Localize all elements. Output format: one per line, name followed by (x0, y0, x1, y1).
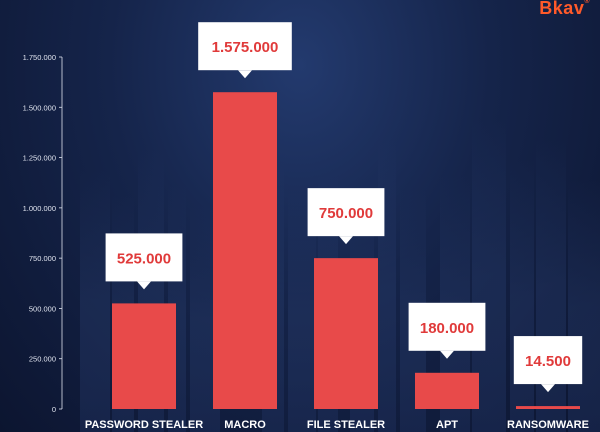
data-labels-layer: 525.000 1.575.000 750.000 180.000 14.500 (105, 22, 583, 393)
y-tick-label: 250.000 (29, 355, 56, 364)
data-label: 750.000 (319, 205, 373, 222)
data-label: 1.575.000 (212, 39, 279, 56)
x-category-label: APT (436, 419, 458, 431)
x-category-label: PASSWORD STEALER (85, 419, 203, 431)
y-tick-label: 1.250.000 (23, 154, 56, 163)
y-tick-label: 1.500.000 (23, 103, 56, 112)
callout-pointer (137, 281, 151, 290)
x-axis-categories: PASSWORD STEALER MACRO FILE STEALER APT RANS… (85, 419, 589, 431)
bar-password-stealer (112, 303, 176, 409)
bar-macro (213, 92, 277, 409)
data-label-callout: 750.000 (307, 188, 385, 245)
y-tick-label: 750.000 (29, 254, 56, 263)
callout-box (198, 22, 292, 71)
callout-pointer (339, 236, 353, 245)
skyline-building (80, 170, 110, 432)
bar-apt (415, 372, 479, 409)
data-label-callout: 525.000 (105, 233, 183, 290)
data-label-callout: 1.575.000 (198, 22, 292, 79)
data-label: 525.000 (117, 250, 171, 267)
x-category-label: MACRO (224, 419, 266, 431)
callout-box (408, 302, 486, 351)
skyline-building (510, 160, 534, 432)
skyline-building (568, 180, 600, 432)
data-label: 14.500 (525, 353, 571, 370)
bar-file-stealer (314, 258, 378, 409)
callout-box (105, 233, 183, 282)
brand-logo: Bkav® (539, 0, 590, 18)
x-category-label: FILE STEALER (307, 419, 385, 431)
y-axis: 0 250.000 500.000 750.000 1.000.000 1.250.000… (23, 53, 63, 414)
callout-pointer (541, 384, 555, 393)
data-label-callout: 14.500 (513, 336, 583, 393)
y-tick-label: 0 (52, 405, 56, 414)
callout-pointer (440, 350, 454, 359)
y-tick-label: 500.000 (29, 304, 56, 313)
callout-box (513, 336, 583, 385)
y-tick-label: 1.750.000 (23, 53, 56, 62)
skyline-building (378, 140, 396, 432)
y-tick-label: 1.000.000 (23, 204, 56, 213)
callout-pointer (238, 70, 252, 79)
data-label: 180.000 (420, 320, 474, 337)
bars-layer (112, 92, 580, 409)
callout-box (307, 188, 385, 237)
bar-ransomware (516, 406, 580, 409)
data-label-callout: 180.000 (408, 302, 486, 359)
x-category-label: RANSOMWARE (507, 419, 589, 431)
